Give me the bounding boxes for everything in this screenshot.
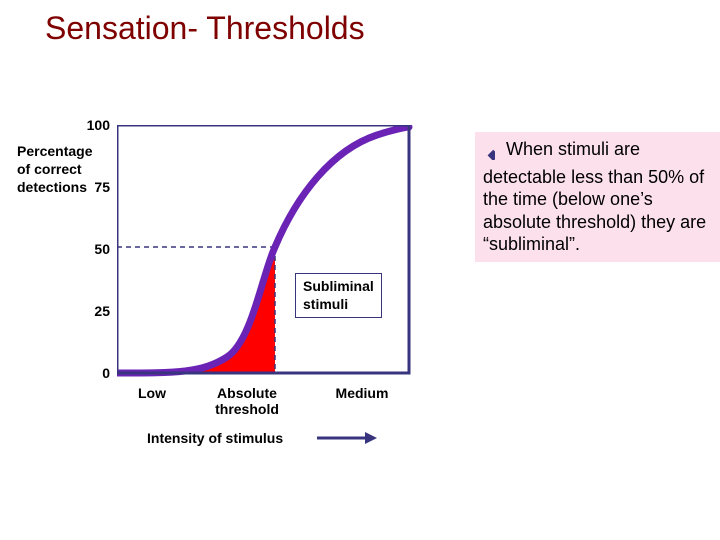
y-tick: 50 (75, 241, 110, 257)
y-axis-label-line: of correct (17, 160, 92, 178)
bullet-icon (483, 143, 495, 166)
x-tick-absolute: Absolute threshold (202, 385, 292, 417)
callout-text: When stimuli are detectable less than 50… (483, 139, 706, 254)
page-title: Sensation- Thresholds (45, 10, 365, 47)
y-tick: 0 (75, 365, 110, 381)
chart-svg (117, 125, 427, 395)
y-tick: 75 (75, 179, 110, 195)
callout-box: When stimuli are detectable less than 50… (475, 132, 720, 262)
x-axis-label: Intensity of stimulus (147, 430, 283, 446)
subliminal-label-box: Subliminal stimuli (295, 273, 382, 318)
subliminal-line1: Subliminal (303, 278, 374, 296)
y-axis-label-line: Percentage (17, 142, 92, 160)
y-tick: 25 (75, 303, 110, 319)
threshold-chart: 100 75 50 25 0 Low Absolute threshold Me… (117, 125, 427, 400)
subliminal-line2: stimuli (303, 296, 374, 314)
x-axis-arrow-icon (317, 429, 377, 447)
x-tick-medium: Medium (327, 385, 397, 401)
y-tick: 100 (75, 117, 110, 133)
x-tick-low: Low (127, 385, 177, 401)
